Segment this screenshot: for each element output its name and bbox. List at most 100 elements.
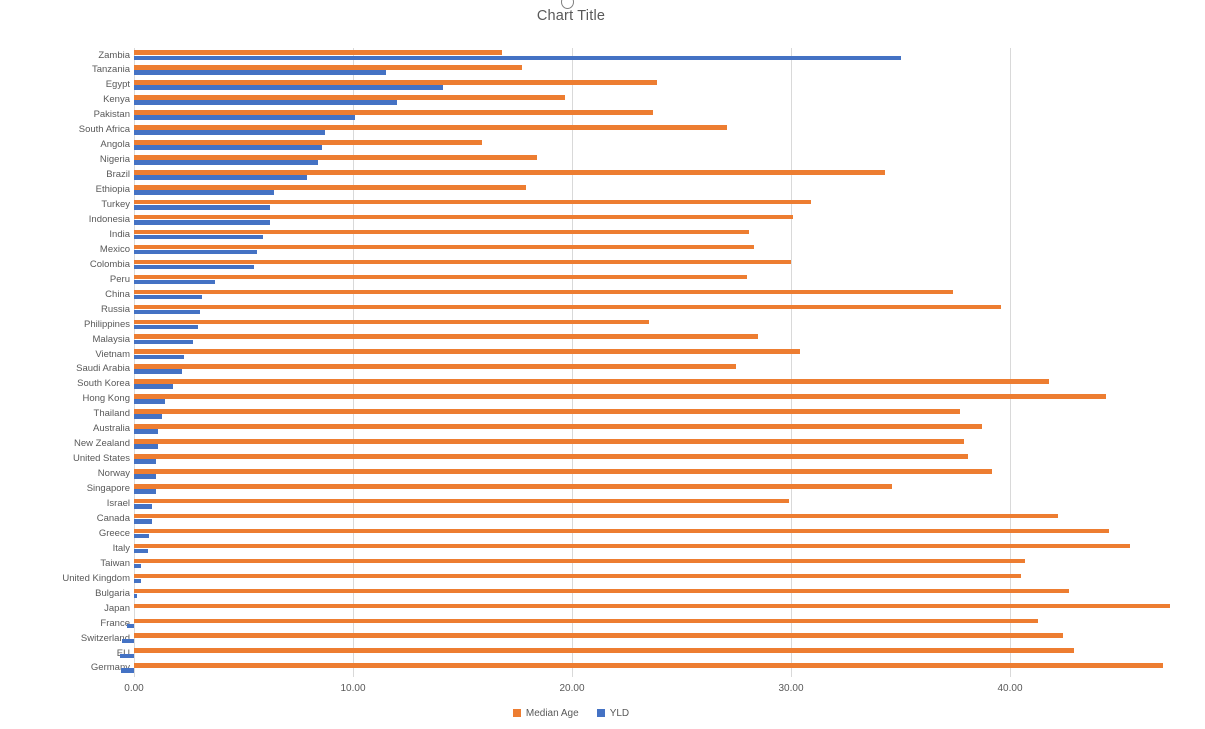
yld-bar[interactable] (134, 563, 141, 569)
category-label: Turkey (101, 199, 130, 210)
median-age-bar[interactable] (134, 155, 537, 160)
median-age-bar[interactable] (134, 110, 654, 115)
median-age-bar[interactable] (134, 439, 964, 444)
median-age-bar[interactable] (134, 244, 754, 250)
median-age-bar[interactable] (134, 304, 1002, 310)
gridline (353, 47, 354, 678)
median-age-bar[interactable] (134, 648, 1074, 653)
median-age-bar[interactable] (134, 633, 1063, 639)
yld-bar[interactable] (134, 160, 318, 165)
yld-bar[interactable] (134, 115, 356, 120)
yld-bar[interactable] (134, 474, 156, 479)
yld-bar[interactable] (134, 279, 216, 285)
median-age-bar[interactable] (134, 483, 892, 489)
median-age-bar[interactable] (134, 394, 1107, 399)
yld-bar[interactable] (134, 309, 200, 315)
yld-bar[interactable] (134, 578, 141, 584)
category-label: Italy (112, 542, 130, 554)
yld-bar[interactable] (134, 55, 901, 61)
yld-bar[interactable] (134, 384, 174, 389)
category-label: Russia (100, 303, 130, 315)
median-age-bar[interactable] (134, 409, 960, 414)
yld-bar[interactable] (119, 653, 134, 659)
yld-bar[interactable] (134, 145, 323, 150)
yld-bar[interactable] (120, 668, 134, 674)
yld-bar[interactable] (127, 623, 134, 629)
yld-bar[interactable] (134, 339, 194, 345)
yld-bar[interactable] (134, 489, 156, 494)
category-label: Germany (90, 662, 130, 674)
yld-bar[interactable] (134, 444, 159, 449)
median-age-bar[interactable] (134, 379, 1050, 384)
median-age-bar[interactable] (134, 498, 789, 504)
median-age-bar[interactable] (134, 170, 886, 175)
legend-item-yld[interactable]: YLD (596, 708, 629, 719)
median-age-bar[interactable] (134, 229, 750, 235)
median-age-bar[interactable] (134, 199, 811, 205)
median-age-bar[interactable] (134, 140, 483, 145)
category-label: Israel (106, 498, 130, 509)
category-label: China (105, 288, 130, 300)
yld-bar[interactable] (134, 264, 255, 270)
yld-bar[interactable] (134, 324, 198, 330)
yld-bar[interactable] (134, 294, 202, 300)
yld-bar[interactable] (134, 504, 152, 509)
yld-bar[interactable] (134, 219, 270, 225)
category-label: Colombia (89, 258, 130, 270)
median-age-bar[interactable] (134, 603, 1170, 609)
median-age-bar[interactable] (134, 289, 954, 295)
median-age-bar[interactable] (134, 95, 566, 100)
median-age-bar[interactable] (134, 65, 522, 70)
median-age-bar[interactable] (134, 469, 993, 474)
yld-bar[interactable] (134, 190, 275, 195)
median-age-bar[interactable] (134, 125, 728, 130)
yld-bar[interactable] (134, 518, 152, 524)
median-age-bar[interactable] (134, 274, 748, 280)
yld-bar[interactable] (134, 70, 386, 76)
yld-bar[interactable] (134, 459, 156, 464)
median-age-bar[interactable] (134, 528, 1109, 534)
yld-bar[interactable] (134, 249, 257, 255)
legend-item-median-age[interactable]: Median Age (512, 708, 579, 719)
median-age-bar[interactable] (134, 543, 1131, 549)
yld-bar[interactable] (134, 399, 165, 404)
yld-bar[interactable] (134, 130, 325, 135)
median-age-bar[interactable] (134, 558, 1026, 564)
median-age-bar[interactable] (134, 618, 1039, 624)
median-age-bar[interactable] (134, 80, 658, 85)
median-age-bar[interactable] (134, 588, 1070, 594)
yld-bar[interactable] (134, 369, 183, 375)
yld-bar[interactable] (134, 205, 270, 210)
median-age-bar[interactable] (134, 214, 794, 220)
median-age-bar[interactable] (134, 184, 526, 190)
yld-bar[interactable] (134, 100, 397, 105)
category-label: Peru (109, 273, 130, 285)
median-age-bar[interactable] (134, 513, 1059, 519)
yld-bar[interactable] (121, 638, 134, 644)
median-age-bar[interactable] (134, 454, 969, 459)
yld-bar[interactable] (134, 175, 307, 180)
legend[interactable]: Median Age YLD (0, 706, 1142, 720)
median-age-bar[interactable] (134, 364, 737, 369)
median-age-bar[interactable] (134, 663, 1164, 668)
median-age-bar[interactable] (134, 334, 759, 340)
median-age-bar[interactable] (134, 424, 982, 429)
yld-bar[interactable] (134, 354, 185, 360)
yld-bar[interactable] (134, 234, 264, 240)
yld-bar[interactable] (134, 414, 163, 419)
yld-bar[interactable] (134, 429, 159, 434)
median-age-bar[interactable] (134, 259, 791, 265)
median-age-bar[interactable] (134, 573, 1021, 579)
median-age-bar[interactable] (134, 319, 649, 325)
yld-bar[interactable] (134, 85, 443, 90)
median-age-bar[interactable] (134, 349, 800, 354)
x-axis-tick-label: 40.00 (997, 682, 1023, 694)
category-label: Brazil (106, 169, 130, 181)
yld-bar[interactable] (134, 533, 150, 539)
yld-bar[interactable] (134, 548, 149, 554)
yld-bar[interactable] (134, 593, 138, 599)
category-label: South Korea (77, 378, 130, 390)
median-age-bar[interactable] (134, 50, 502, 55)
category-label: New Zealand (74, 438, 130, 450)
